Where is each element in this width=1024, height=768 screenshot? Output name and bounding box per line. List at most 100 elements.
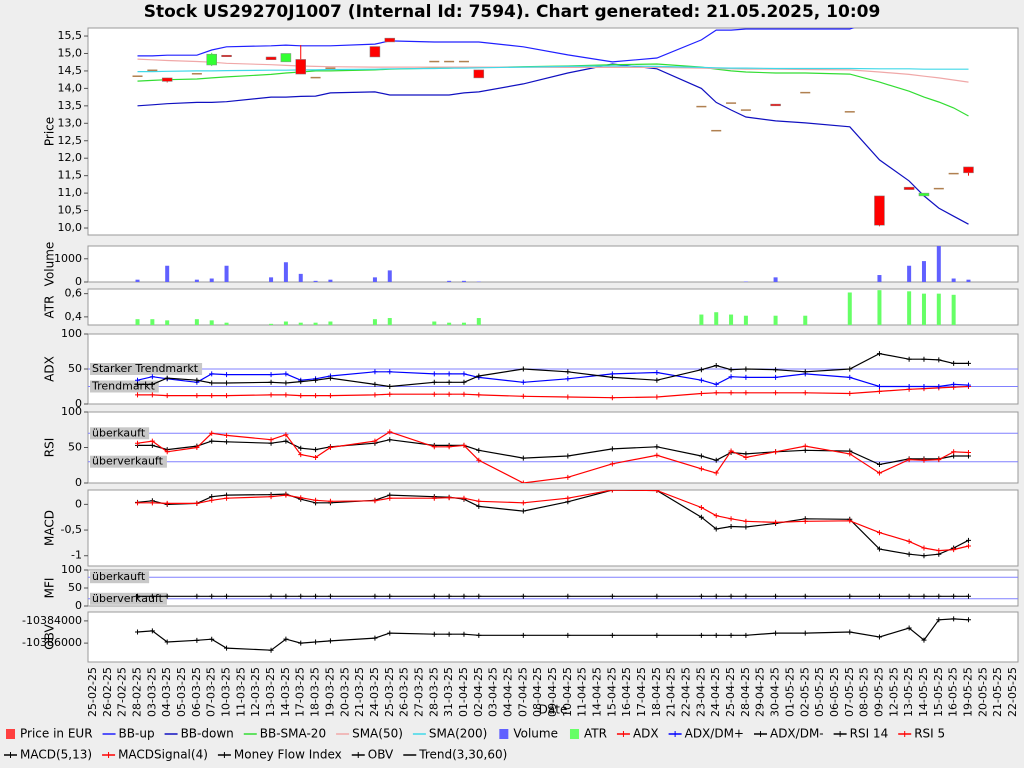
x-tick-label: 28-02-25 [131, 667, 144, 717]
point-marker [313, 639, 319, 645]
candle-body [444, 60, 455, 63]
point-marker [327, 375, 333, 381]
point-marker [743, 632, 749, 638]
point-marker [965, 537, 971, 543]
x-tick-label: 01-04-25 [457, 667, 470, 717]
legend-swatch [6, 729, 15, 739]
bar [165, 265, 170, 282]
point-marker [298, 640, 304, 646]
x-axis-label: Date [539, 703, 568, 717]
point-marker [906, 356, 912, 362]
x-tick-label: 31-03-25 [442, 667, 455, 717]
point-marker [565, 474, 571, 480]
x-tick-label: 15-04-25 [605, 667, 618, 717]
series-line [137, 439, 969, 466]
y-tick-label: 11,0 [58, 186, 83, 199]
y-tick-label: 14,0 [58, 81, 83, 94]
point-marker [313, 497, 319, 503]
point-marker [164, 593, 170, 599]
point-marker [476, 498, 482, 504]
bar [743, 315, 748, 325]
x-tick-label: 30-04-25 [769, 667, 782, 717]
x-tick-label: 25-04-25 [724, 667, 737, 717]
panel [135, 616, 971, 653]
point-marker [327, 445, 333, 450]
x-tick-label: 05-05-25 [813, 667, 826, 717]
point-marker [921, 545, 927, 551]
point-marker [698, 504, 704, 510]
point-marker [209, 380, 215, 386]
legend-item: BB-down [164, 727, 234, 741]
point-marker [936, 617, 942, 623]
panel-background [87, 569, 1019, 607]
candle-body [325, 67, 336, 69]
point-marker [876, 530, 882, 536]
point-marker [609, 395, 615, 401]
candle-body [132, 75, 143, 77]
legend-item: ADX/DM+ [668, 727, 744, 741]
bar [461, 322, 466, 325]
reference-label-bg [90, 427, 150, 440]
point-marker [951, 381, 957, 387]
point-marker [461, 371, 467, 377]
legend-item: BB-SMA-20 [243, 727, 326, 741]
bar [372, 319, 377, 325]
y-axis-label: OBV [43, 623, 57, 649]
point-marker [135, 377, 141, 383]
point-marker [431, 495, 437, 501]
point-marker [461, 442, 467, 448]
point-marker [387, 437, 393, 443]
bar [387, 270, 392, 282]
candle-body [800, 91, 811, 94]
point-marker [847, 451, 853, 457]
x-tick-label: 15-05-25 [932, 667, 945, 717]
x-tick-label: 25-03-25 [383, 667, 396, 717]
bar [269, 323, 274, 325]
legend-label: BB-down [181, 727, 234, 741]
reference-label: Starker Trendmarkt [92, 362, 199, 375]
x-tick-label: 29-04-25 [754, 667, 767, 717]
point-marker [609, 593, 615, 599]
point-marker [476, 457, 482, 463]
series-line [137, 352, 969, 388]
bar [447, 322, 452, 325]
bar [847, 292, 852, 325]
candle-body [221, 54, 232, 57]
panel: Starker Trendmarkt Trendmarkt [88, 351, 1018, 401]
y-tick-label: 1000 [54, 252, 82, 265]
point-marker [802, 443, 808, 449]
y-tick-label: 0 [75, 397, 82, 410]
point-marker [713, 526, 719, 532]
bar [803, 315, 808, 325]
point-marker [209, 438, 215, 444]
point-marker [936, 357, 942, 363]
series-line [137, 385, 969, 399]
x-tick-label: 03-04-25 [487, 667, 500, 717]
point-marker [713, 513, 719, 519]
point-marker [743, 390, 749, 396]
x-tick-label: 22-04-25 [680, 667, 693, 717]
candle-body [191, 73, 202, 75]
point-marker [728, 593, 734, 599]
point-marker [876, 470, 882, 476]
point-marker [936, 548, 942, 554]
x-tick-label: 09-04-25 [546, 667, 559, 717]
bar [951, 278, 956, 282]
candle-body [458, 60, 469, 63]
point-marker [906, 551, 912, 557]
series-line [137, 63, 969, 225]
point-marker [149, 628, 155, 634]
point-marker [194, 500, 200, 506]
point-marker [847, 391, 853, 396]
bar [951, 294, 956, 325]
point-marker [728, 374, 734, 380]
x-tick-label: 28-04-25 [739, 667, 752, 717]
point-marker [224, 495, 230, 501]
y-tick-label: 12,5 [58, 134, 83, 147]
point-marker [773, 374, 779, 380]
x-tick-label: 04-03-25 [160, 667, 173, 717]
point-marker [476, 632, 482, 638]
y-tick-label: 50 [68, 441, 82, 454]
point-marker [728, 390, 734, 396]
point-marker [461, 391, 467, 397]
